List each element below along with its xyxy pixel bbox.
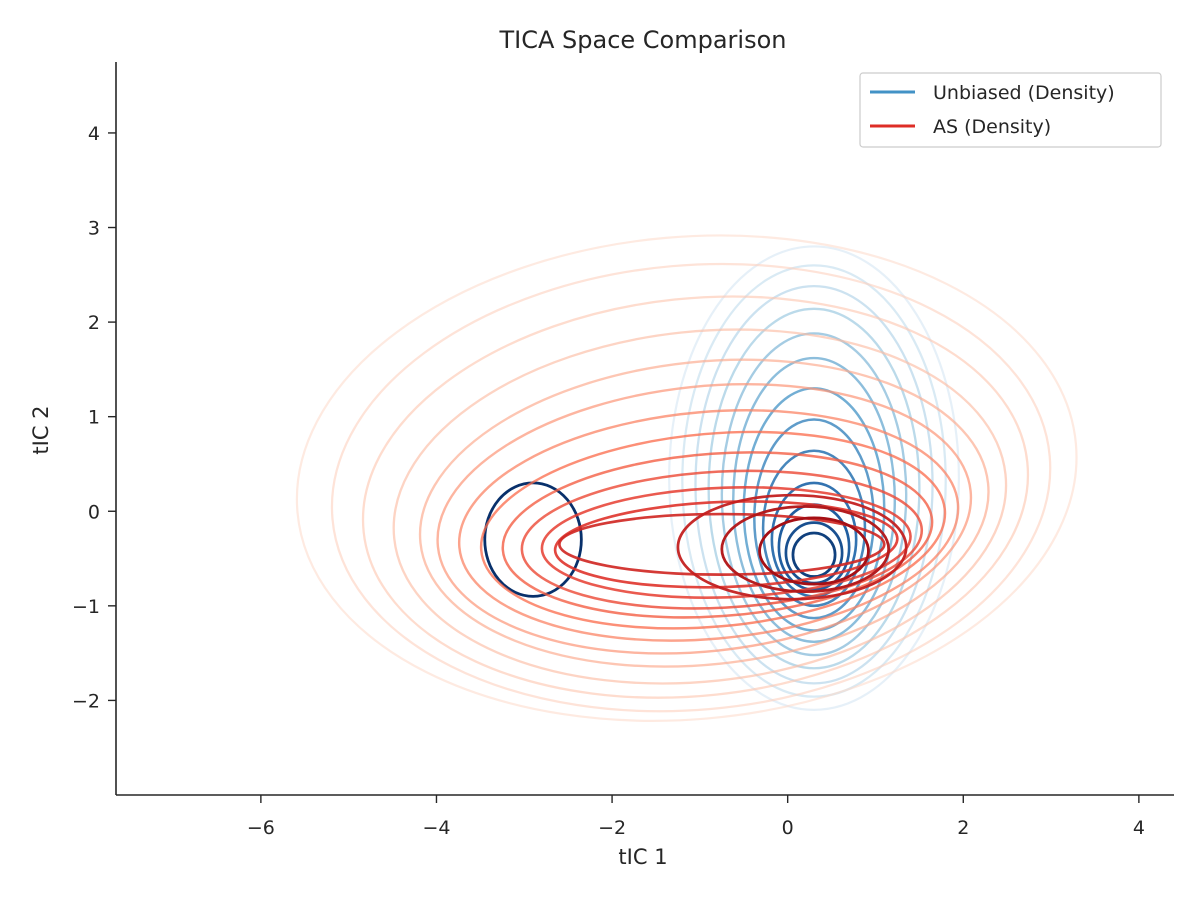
as-contour-level-10 [520, 469, 924, 610]
legend-label-unbiased: Unbiased (Density) [933, 82, 1115, 104]
unbiased-density-contours [483, 245, 960, 711]
y-axis-label: tIC 2 [29, 405, 53, 454]
unbiased-contour-level-1 [668, 245, 960, 711]
x-tick-label: −2 [598, 817, 626, 839]
x-ticks: −6 −4 −2 0 2 4 [247, 795, 1145, 839]
y-tick-label: 1 [88, 407, 100, 429]
unbiased-contour-level-2 [681, 264, 947, 698]
as-contour-level-1 [295, 234, 1078, 722]
as-contour-level-4 [392, 328, 1008, 685]
y-tick-label: 2 [88, 312, 100, 334]
as-contour-level-8 [479, 430, 947, 630]
contour-layer [295, 234, 1078, 722]
x-tick-label: 4 [1133, 817, 1145, 839]
as-contour-level-15 [720, 505, 891, 594]
y-tick-label: −2 [72, 690, 100, 712]
unbiased-contour-level-9 [761, 449, 867, 608]
as-contour-level-9 [501, 451, 934, 619]
as-contour-level-7 [457, 409, 960, 642]
as-contour-level-12 [553, 500, 899, 589]
y-tick-label: 4 [88, 123, 100, 145]
x-tick-label: 2 [957, 817, 969, 839]
y-tick-label: 3 [88, 218, 100, 240]
x-axis-label: tIC 1 [618, 845, 667, 869]
y-tick-label: 0 [88, 501, 100, 523]
x-tick-label: −6 [247, 817, 275, 839]
legend-label-as: AS (Density) [933, 116, 1051, 138]
as-contour-level-6 [436, 382, 973, 655]
legend-box [859, 72, 1162, 148]
unbiased-contour-level-6 [732, 356, 897, 643]
as-contour-level-5 [418, 358, 990, 668]
y-tick-label: −1 [72, 596, 100, 618]
x-tick-label: −4 [422, 817, 450, 839]
unbiased-contour-level-13 [791, 531, 837, 578]
as-contour-level-2 [330, 262, 1052, 713]
as-contour-level-3 [361, 295, 1030, 699]
legend: Unbiased (Density) AS (Density) [859, 72, 1162, 148]
unbiased-contour-level-5 [720, 332, 908, 657]
as-contour-level-11 [540, 485, 912, 599]
as-contour-level-14 [676, 493, 908, 601]
y-ticks: −2 −1 0 1 2 3 4 [72, 123, 116, 712]
as-contour-level-16 [758, 516, 870, 586]
chart-title: TICA Space Comparison [498, 26, 786, 54]
as-contour-level-13 [558, 512, 886, 576]
x-tick-label: 0 [782, 817, 794, 839]
as-density-contours [295, 234, 1078, 722]
